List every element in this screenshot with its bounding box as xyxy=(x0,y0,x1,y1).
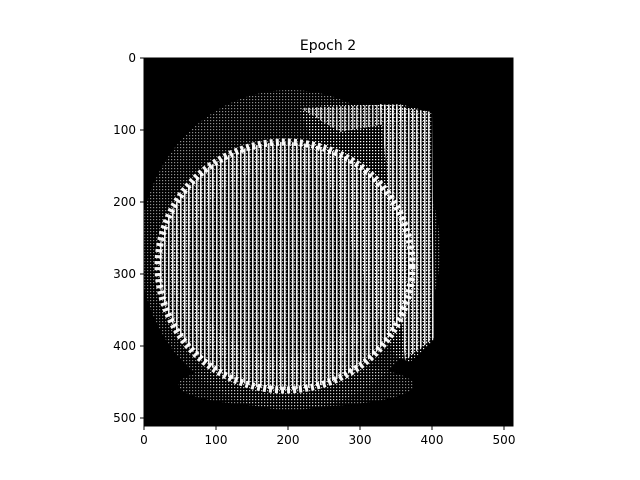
x-tick-label: 0 xyxy=(140,433,148,447)
x-tick-label: 200 xyxy=(277,433,300,447)
x-tick-label: 100 xyxy=(205,433,228,447)
plot-title: Epoch 2 xyxy=(300,38,356,54)
y-tick-label: 0 xyxy=(128,51,136,65)
oval-body xyxy=(158,142,412,390)
x-tick-label: 500 xyxy=(493,433,516,447)
y-tick-label: 200 xyxy=(113,195,136,209)
y-tick-label: 400 xyxy=(113,339,136,353)
image-frame xyxy=(143,57,514,427)
x-tick-label: 300 xyxy=(349,433,372,447)
y-axis: 0 100 200 300 400 500 xyxy=(113,51,144,425)
oval-lower-shadow xyxy=(178,363,414,407)
y-tick-label: 100 xyxy=(113,123,136,137)
y-tick-label: 300 xyxy=(113,267,136,281)
x-axis: 0 100 200 300 400 500 xyxy=(140,426,515,447)
image-area xyxy=(143,57,514,427)
x-tick-label: 400 xyxy=(421,433,444,447)
y-tick-label: 500 xyxy=(113,411,136,425)
oval-rim xyxy=(154,138,416,394)
image-content xyxy=(144,90,440,410)
